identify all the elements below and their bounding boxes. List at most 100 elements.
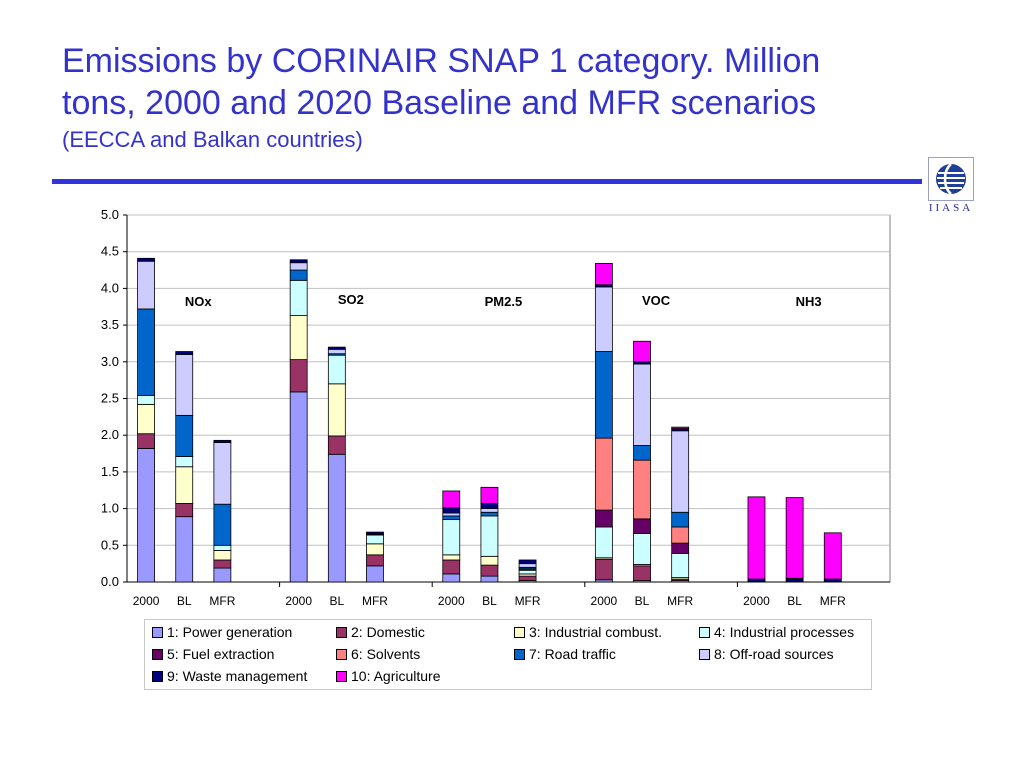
bar-segment-so2-bl-s8	[327, 348, 346, 355]
legend-label: 2: Domestic	[351, 624, 425, 640]
bar-segment-so2-bl-s9	[327, 346, 346, 350]
bar-segment-nox-2000-s1	[137, 448, 155, 583]
legend-label: 9: Waste management	[167, 668, 308, 684]
y-tick-label: 4.0	[101, 280, 119, 295]
bar-segment-nox-2000-s2	[137, 433, 155, 449]
bar-segment-so2-2000-s4	[289, 279, 308, 316]
bar-segment-pm25-mfr-s9	[518, 559, 537, 565]
y-tick-label: 1.0	[101, 501, 119, 516]
bar-segment-voc-bl-s2	[633, 565, 651, 581]
bar-segment-nox-2000-s8	[137, 260, 155, 310]
x-tick-label: MFR	[362, 594, 388, 608]
legend-item: 10: Agriculture	[336, 668, 441, 688]
legend-swatch	[152, 670, 163, 682]
bar-segment-so2-mfr-s1	[366, 565, 384, 583]
bar-segment-so2-mfr-s9	[366, 531, 384, 534]
bar-segment-so2-bl-s1	[327, 453, 346, 583]
bar-segment-so2-2000-s8	[289, 262, 308, 271]
bar-segment-voc-2000-s10	[594, 263, 613, 286]
bar-segment-so2-mfr-s4	[366, 534, 384, 545]
x-tick-label: BL	[329, 594, 344, 608]
bar-segment-voc-mfr-s10	[671, 426, 690, 429]
legend-swatch	[336, 670, 347, 682]
bar-segment-so2-mfr-s3	[366, 543, 384, 556]
legend-item: 5: Fuel extraction	[152, 646, 274, 666]
legend-item: 6: Solvents	[336, 646, 420, 666]
bar-segment-pm25-2000-s4	[442, 519, 461, 556]
bar-segment-nox-mfr-s2	[213, 559, 232, 569]
x-tick-label: MFR	[820, 594, 846, 608]
bar-segment-pm25-bl-s1	[480, 575, 499, 583]
legend-swatch	[336, 648, 347, 660]
iiasa-logo: IIASA	[928, 157, 974, 217]
bar-segment-nox-bl-s3	[175, 466, 194, 504]
bar-segment-pm25-mfr-s2	[518, 575, 537, 581]
legend-item: 7: Road traffic	[514, 646, 616, 666]
x-tick-label: 2000	[133, 594, 160, 608]
group-label-voc: VOC	[642, 293, 671, 308]
bar-segment-voc-2000-s5	[594, 509, 613, 528]
legend-item: 1: Power generation	[152, 624, 292, 644]
bar-segment-pm25-bl-s4	[480, 515, 499, 557]
legend-swatch	[699, 626, 710, 638]
legend-swatch	[699, 648, 710, 660]
bar-segment-voc-bl-s8	[633, 363, 651, 446]
bar-segment-nox-bl-s8	[175, 354, 194, 416]
group-label-nh3: NH3	[796, 294, 822, 309]
group-label-pm25: PM2.5	[485, 294, 523, 309]
bar-segment-nox-mfr-s1	[213, 567, 232, 583]
bar-segment-voc-mfr-s6	[671, 526, 690, 544]
y-tick-label: 3.5	[101, 317, 119, 332]
legend-item: 2: Domestic	[336, 624, 425, 644]
legend-item: 9: Waste management	[152, 668, 307, 688]
x-tick-label: 2000	[438, 594, 465, 608]
bar-segment-nox-mfr-s4	[213, 544, 232, 551]
bar-segment-nox-bl-s1	[175, 516, 194, 583]
y-tick-label: 0.0	[101, 574, 119, 589]
bar-segment-pm25-mfr-s4	[518, 569, 537, 575]
bar-segment-pm25-2000-s8	[442, 512, 461, 517]
bar-segment-voc-2000-s8	[594, 286, 613, 352]
legend-swatch	[152, 648, 163, 660]
bar-segment-nox-2000-s9	[137, 257, 155, 262]
emissions-chart: 0.0 0.5 1.0 1.5 2.0 2.5 3.0 3.5 4.0 4.5 5.0 2000 BL M…	[101, 207, 891, 608]
bar-segment-pm25-2000-s9	[442, 507, 461, 514]
legend-label: 3: Industrial combust.	[529, 624, 663, 640]
legend-swatch	[152, 626, 163, 638]
bar-segment-pm25-2000-s2	[442, 559, 461, 575]
bar-segment-pm25-bl-s9	[480, 503, 499, 510]
x-tick-label: BL	[482, 594, 497, 608]
bar-segment-so2-mfr-s2	[366, 554, 384, 567]
y-tick-label: 4.5	[101, 244, 119, 259]
bar-segment-pm25-2000-s3	[442, 554, 461, 561]
bar-segment-voc-2000-s4	[594, 526, 613, 559]
y-tick-label: 0.5	[101, 537, 119, 552]
bar-segment-nox-bl-s7	[175, 414, 194, 457]
iiasa-globe-logo-icon	[928, 157, 974, 201]
bar-segment-voc-bl-s7	[633, 445, 651, 461]
bar-segment-so2-bl-s3	[327, 383, 346, 437]
bar-segment-pm25-bl-s8	[480, 508, 499, 513]
legend-label: 5: Fuel extraction	[167, 646, 275, 662]
bar-segment-nh3-mfr-s10	[823, 532, 842, 580]
y-tick-label: 2.5	[101, 391, 119, 406]
x-tick-label: MFR	[667, 594, 693, 608]
bar-segment-nox-bl-s4	[175, 456, 194, 468]
x-tick-label: BL	[787, 594, 802, 608]
title-rule	[52, 179, 922, 184]
bar-segment-voc-bl-s6	[633, 459, 651, 520]
bar-segment-voc-bl-s10	[633, 340, 651, 363]
x-tick-label: BL	[177, 594, 192, 608]
bar-segment-nox-bl-s2	[175, 503, 194, 518]
bar-segment-so2-2000-s3	[289, 315, 308, 360]
legend-label: 10: Agriculture	[351, 668, 441, 684]
x-tick-label: BL	[635, 594, 650, 608]
legend-label: 6: Solvents	[351, 646, 421, 662]
y-tick-label: 1.5	[101, 464, 119, 479]
group-label-nox: NOx	[185, 294, 213, 309]
legend-label: 8: Off-road sources	[714, 646, 834, 662]
bar-segment-voc-mfr-s7	[671, 511, 690, 528]
x-tick-label: 2000	[285, 594, 312, 608]
group-label-so2: SO2	[338, 292, 364, 307]
bar-segment-nox-2000-s7	[137, 308, 155, 396]
